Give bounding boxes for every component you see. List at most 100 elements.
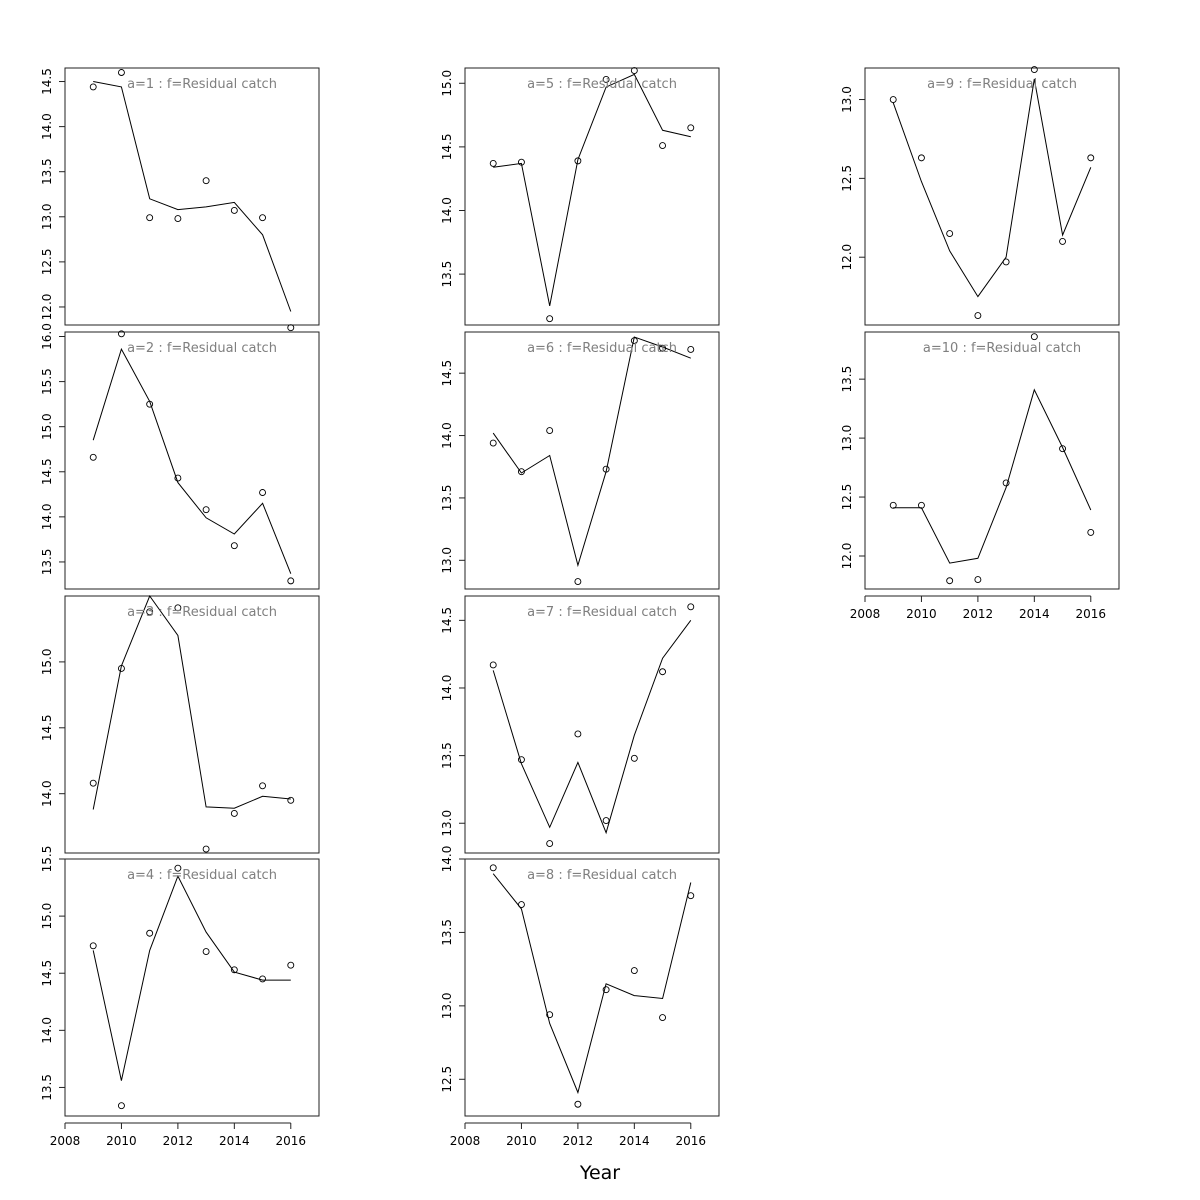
observed-point [889, 501, 897, 509]
x-axis-label: Year [579, 1162, 620, 1184]
observed-point [574, 1100, 582, 1108]
x-tick-label: 2014 [619, 1134, 650, 1148]
observed-point [489, 159, 497, 167]
observed-point [489, 661, 497, 669]
observed-point [630, 337, 638, 345]
observed-point [1030, 333, 1038, 341]
panel-8: 12.5 13.0 13.5 14.0 2008 2010 2012 2014 2016 a=8 … [440, 846, 720, 1148]
y-tick-label: 13.0 [840, 86, 854, 113]
observed-point [1002, 479, 1010, 487]
observed-point [1087, 154, 1095, 162]
observed-point [202, 845, 210, 853]
panel-3: 14.0 14.5 15.0 a=3 : f=Residual catch [40, 594, 320, 854]
panel-frame [864, 67, 1120, 326]
panel-title: a=7 : f=Residual catch [527, 605, 677, 620]
observed-point [117, 665, 125, 672]
panel-frame [464, 858, 720, 1117]
y-tick-label: 12.5 [840, 165, 854, 192]
y-tick-label: 12.0 [840, 543, 854, 570]
observed-point [602, 986, 610, 994]
fitted-line [493, 73, 691, 306]
y-tick-label: 13.0 [440, 992, 454, 1019]
observed-point [546, 315, 554, 323]
panel-frame [64, 331, 320, 590]
x-tick-label: 2010 [906, 607, 937, 621]
observed-point [202, 506, 210, 514]
y-tick-label: 14.5 [440, 360, 454, 387]
y-tick-label: 15.0 [40, 903, 54, 930]
observed-point [517, 901, 525, 908]
observed-point [146, 400, 154, 408]
observed-point [687, 346, 695, 353]
observed-point [202, 948, 210, 955]
y-tick-label: 12.0 [40, 294, 54, 321]
observed-point [602, 76, 610, 83]
y-tick-label: 12.5 [440, 1066, 454, 1093]
observed-point [1059, 237, 1067, 245]
panel-frame [864, 331, 1120, 590]
y-tick-label: 14.0 [40, 1017, 54, 1044]
fitted-line [92, 347, 292, 574]
y-tick-label: 15.5 [40, 846, 54, 873]
x-tick-label: 2016 [1076, 607, 1107, 621]
y-tick-label: 14.5 [40, 714, 54, 741]
observed-point [974, 576, 982, 584]
panel-5: 13.5 14.0 14.5 15.0 a=5 : f=Residual catch [440, 67, 720, 326]
observed-point [259, 489, 267, 496]
y-tick-label: 12.5 [840, 484, 854, 511]
observed-point [946, 577, 954, 585]
y-tick-label: 14.5 [440, 607, 454, 634]
y-tick-label: 14.0 [440, 846, 454, 873]
panel-frame [464, 67, 720, 326]
panel-1: 12.0 12.5 13.0 13.5 14.0 14.5 a=1 : f=Residual… [40, 67, 320, 332]
y-tick-label: 15.0 [440, 70, 454, 97]
observed-point [917, 501, 925, 509]
y-tick-label: 13.0 [840, 425, 854, 452]
observed-point [974, 312, 982, 319]
fitted-line [92, 594, 291, 810]
observed-point [287, 324, 295, 332]
y-tick-label: 15.0 [40, 413, 54, 440]
y-tick-label: 14.0 [40, 113, 54, 140]
observed-point [174, 604, 182, 612]
observed-point [687, 124, 695, 132]
x-tick-label: 2008 [450, 1134, 481, 1148]
y-tick-label: 14.0 [440, 422, 454, 449]
panel-title: a=1 : f=Residual catch [127, 77, 277, 92]
fitted-line [93, 81, 292, 312]
panel-2: 13.5 14.0 14.5 15.0 15.5 16.0 a=2 : f=Residual… [40, 323, 320, 590]
y-tick-label: 14.5 [40, 68, 54, 95]
x-tick-label: 2008 [50, 1134, 81, 1148]
observed-point [1059, 445, 1067, 453]
observed-point [230, 810, 238, 817]
y-tick-label: 13.0 [440, 810, 454, 837]
observed-point [917, 154, 925, 162]
observed-point [546, 840, 554, 847]
x-tick-label: 2014 [1019, 607, 1050, 621]
observed-point [574, 157, 582, 165]
y-tick-label: 16.0 [40, 323, 54, 350]
y-tick-label: 15.0 [40, 649, 54, 676]
y-tick-label: 14.0 [440, 675, 454, 702]
observed-point [602, 817, 610, 824]
observed-point [659, 1014, 667, 1022]
observed-point [517, 756, 525, 764]
x-tick-label: 2010 [106, 1134, 137, 1148]
x-tick-label: 2012 [563, 1134, 594, 1148]
y-tick-label: 13.5 [440, 742, 454, 769]
observed-point [602, 465, 610, 473]
y-tick-label: 13.5 [40, 1074, 54, 1101]
y-tick-label: 15.5 [40, 368, 54, 395]
y-tick-label: 14.5 [40, 960, 54, 987]
observed-point [517, 468, 525, 476]
observed-point [889, 96, 897, 103]
observed-point [546, 427, 554, 435]
observed-point [202, 177, 210, 185]
y-tick-label: 14.0 [40, 504, 54, 531]
observed-point [230, 966, 238, 974]
observed-point [546, 1011, 554, 1019]
y-tick-label: 14.5 [40, 458, 54, 485]
y-tick-label: 13.5 [440, 261, 454, 288]
observed-point [146, 929, 154, 937]
observed-point [574, 578, 582, 585]
